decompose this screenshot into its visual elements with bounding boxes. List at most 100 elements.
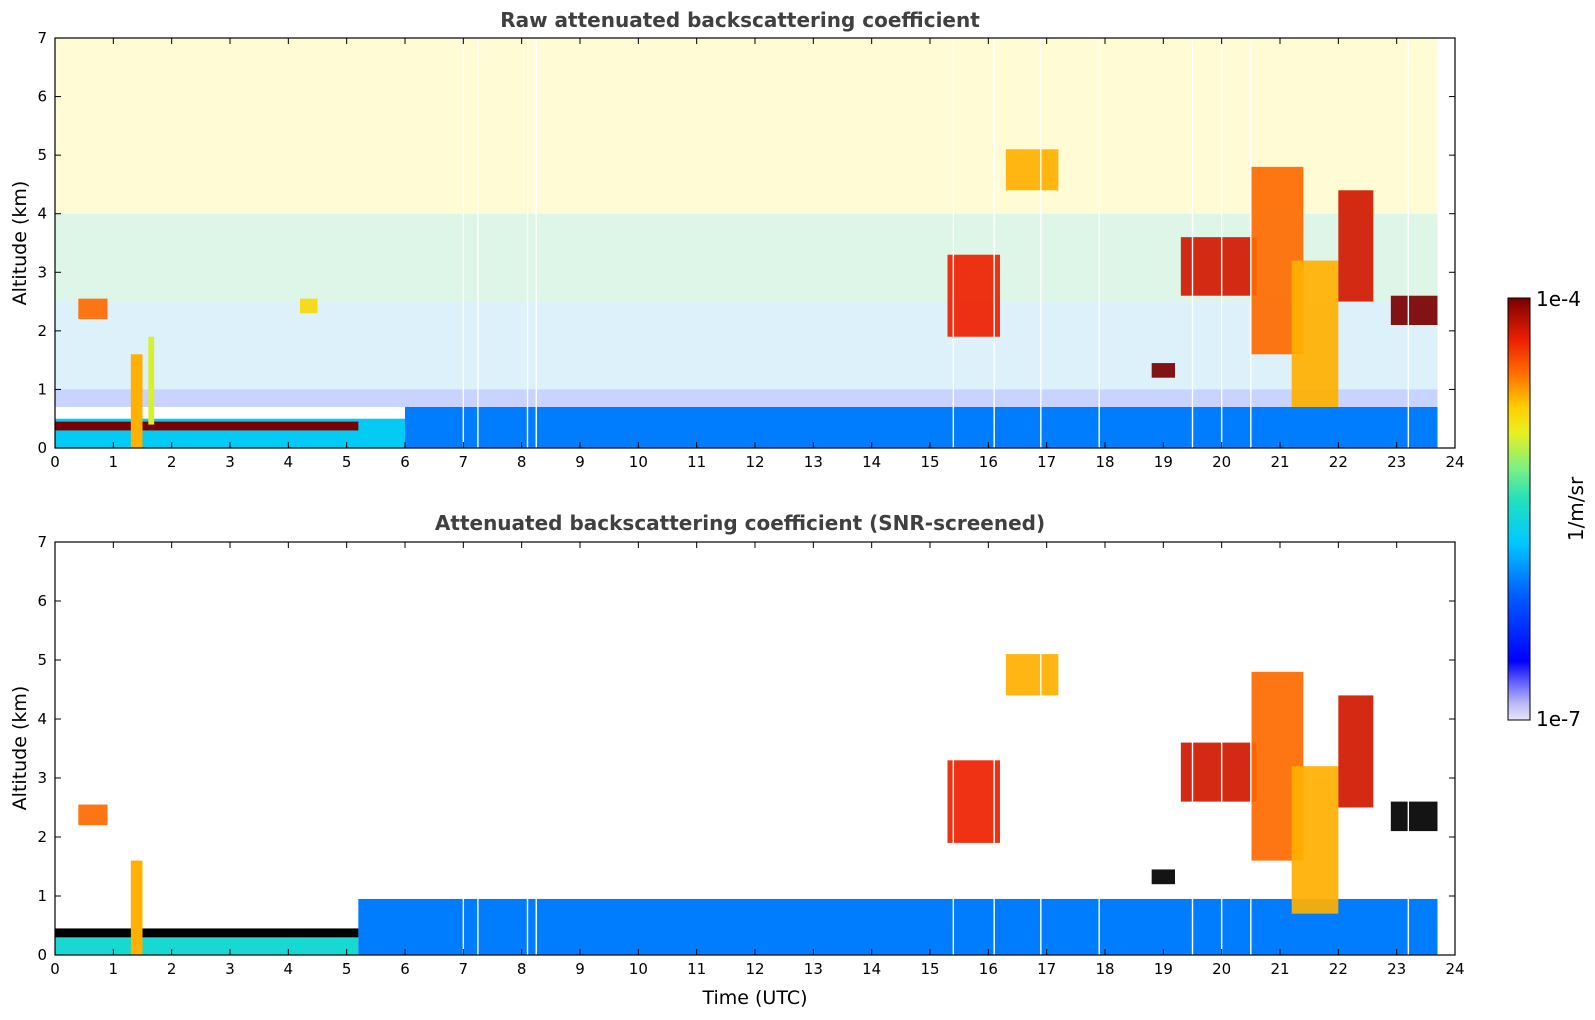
- feature-cloud: [1390, 295, 1438, 325]
- feature-cloud: [947, 254, 1000, 337]
- x-tick-label: 15: [920, 453, 939, 471]
- colorbar-unit-label: 1/m/sr: [1564, 476, 1588, 541]
- x-tick-label: 24: [1445, 960, 1464, 978]
- y-tick-label: 2: [37, 322, 47, 340]
- colorbar-max-label: 1e-4: [1536, 287, 1581, 311]
- x-tick-label: 18: [1095, 453, 1114, 471]
- x-tick-label: 4: [284, 960, 294, 978]
- chart-title: Raw attenuated backscattering coefficien…: [500, 8, 980, 32]
- x-tick-label: 10: [629, 453, 648, 471]
- x-tick-label: 22: [1329, 453, 1348, 471]
- feature-cloud: [1338, 695, 1374, 808]
- feature-cloud: [1151, 363, 1175, 378]
- y-axis-label: Altitude (km): [9, 181, 31, 306]
- colorbar: 1e-4 1e-7 1/m/sr: [1507, 287, 1588, 731]
- y-tick-label: 3: [37, 769, 47, 787]
- x-tick-label: 13: [804, 453, 823, 471]
- x-tick-label: 19: [1154, 960, 1173, 978]
- feature-cloud: [947, 760, 1000, 843]
- x-tick-label: 3: [225, 960, 235, 978]
- x-tick-label: 5: [342, 960, 352, 978]
- feature-cloud: [1151, 869, 1175, 885]
- y-tick-label: 0: [37, 946, 47, 964]
- x-tick-label: 5: [342, 453, 352, 471]
- feature-cloud: [1005, 654, 1059, 696]
- noise-band: [55, 301, 1438, 390]
- feature-cloud: [1180, 237, 1257, 296]
- x-tick-label: 13: [804, 960, 823, 978]
- x-tick-label: 19: [1154, 453, 1173, 471]
- y-tick-label: 1: [37, 380, 47, 398]
- feature-boundary-layer: [358, 898, 1438, 955]
- x-tick-label: 24: [1445, 453, 1464, 471]
- y-tick-label: 6: [37, 592, 47, 610]
- feature-precip-column: [130, 354, 143, 448]
- x-tick-label: 17: [1037, 960, 1056, 978]
- feature-precip-column: [148, 336, 155, 425]
- x-tick-label: 14: [862, 960, 881, 978]
- y-tick-label: 3: [37, 263, 47, 281]
- x-tick-label: 1: [109, 960, 119, 978]
- x-tick-label: 20: [1212, 960, 1231, 978]
- x-tick-label: 22: [1329, 960, 1348, 978]
- x-tick-label: 12: [745, 453, 764, 471]
- panel-screened: Attenuated backscattering coefficient (S…: [9, 511, 1465, 1009]
- axes: 0 1 2 3 4 5 6 7 8 9 10 11 12 13 14 15 16 17 18 19 20 21 22 23 24…: [37, 29, 1464, 471]
- feature-boundary-layer: [405, 407, 1438, 448]
- y-tick-label: 5: [37, 651, 47, 669]
- feature-cloud: [78, 804, 108, 826]
- feature-fog-layer-top: [55, 421, 359, 431]
- y-tick-label: 7: [37, 29, 47, 47]
- feature-cloud: [78, 298, 108, 320]
- noise-band: [55, 38, 1438, 214]
- x-tick-label: 2: [167, 960, 177, 978]
- y-tick-label: 0: [37, 439, 47, 457]
- x-tick-label: 0: [50, 453, 60, 471]
- x-tick-label: 4: [284, 453, 294, 471]
- x-tick-label: 23: [1387, 453, 1406, 471]
- x-tick-label: 1: [109, 453, 119, 471]
- colorbar-min-label: 1e-7: [1536, 707, 1581, 731]
- x-tick-label: 9: [575, 453, 585, 471]
- x-tick-label: 14: [862, 453, 881, 471]
- noise-band: [55, 389, 1438, 407]
- x-tick-label: 10: [629, 960, 648, 978]
- colorbar-gradient: [1507, 297, 1531, 721]
- x-tick-label: 18: [1095, 960, 1114, 978]
- x-tick-label: 0: [50, 960, 60, 978]
- y-tick-label: 2: [37, 828, 47, 846]
- heatmap-image: [55, 542, 1438, 955]
- x-tick-label: 21: [1270, 960, 1289, 978]
- x-tick-label: 9: [575, 960, 585, 978]
- feature-cloud: [1338, 190, 1374, 302]
- chart-title: Attenuated backscattering coefficient (S…: [435, 511, 1045, 535]
- feature-precip-column: [130, 860, 143, 955]
- x-tick-label: 6: [400, 453, 410, 471]
- heatmap-image: [55, 38, 1438, 448]
- x-tick-label: 15: [920, 960, 939, 978]
- axes: 0 1 2 3 4 5 6 7 8 9 10 11 12 13 14 15 16 17 18 19 20 21 22 23 24…: [37, 533, 1464, 978]
- feature-cloud: [1390, 801, 1438, 832]
- x-tick-label: 16: [979, 453, 998, 471]
- x-tick-label: 8: [517, 960, 527, 978]
- x-tick-label: 17: [1037, 453, 1056, 471]
- x-tick-label: 6: [400, 960, 410, 978]
- feature-cloud: [1180, 742, 1257, 802]
- x-axis-label: Time (UTC): [701, 987, 807, 1009]
- y-tick-label: 7: [37, 533, 47, 551]
- panel-raw: Raw attenuated backscattering coefficien…: [9, 8, 1465, 471]
- y-tick-label: 5: [37, 146, 47, 164]
- x-tick-label: 12: [745, 960, 764, 978]
- x-tick-label: 3: [225, 453, 235, 471]
- feature-fog-layer-top: [55, 928, 359, 938]
- feature-cloud: [300, 298, 318, 314]
- x-tick-label: 2: [167, 453, 177, 471]
- y-tick-label: 6: [37, 88, 47, 106]
- y-tick-label: 4: [37, 710, 47, 728]
- feature-cloud: [1291, 766, 1339, 914]
- x-tick-label: 8: [517, 453, 527, 471]
- x-tick-label: 16: [979, 960, 998, 978]
- x-tick-label: 7: [459, 960, 469, 978]
- y-tick-label: 1: [37, 887, 47, 905]
- feature-cloud: [1291, 260, 1339, 407]
